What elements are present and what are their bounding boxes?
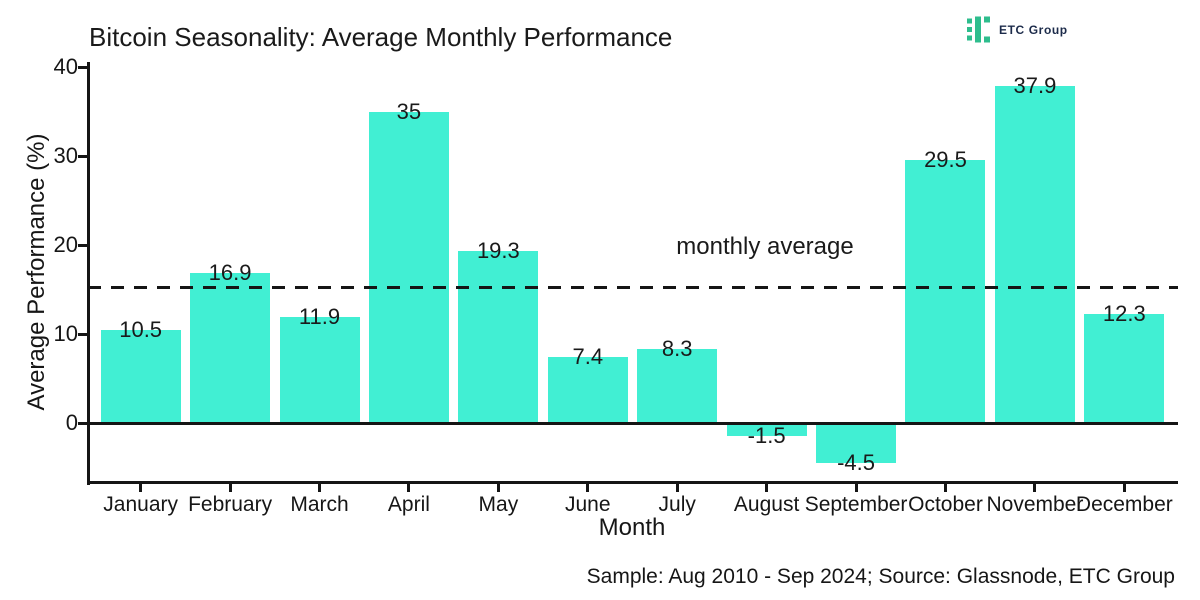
x-tick-mark [586,483,590,492]
bar-march [279,317,360,423]
bar-june [547,357,628,423]
y-axis-line [87,62,90,485]
x-tick-label-january: January [103,493,178,516]
bar-august [726,423,807,437]
bar-april [368,111,449,423]
y-axis-title: Average Performance (%) [23,133,50,411]
etc-group-logo: ETC Group [967,16,1068,43]
x-tick-mark [943,483,947,492]
source-note: Sample: Aug 2010 - Sep 2024; Source: Gla… [586,565,1175,588]
bar-value-label: 8.3 [661,336,693,362]
y-tick-label: 0 [65,410,78,435]
bar-february [190,272,271,423]
y-tick-label: 10 [53,321,78,346]
bar-december [1084,313,1165,423]
x-tick-mark [1033,483,1037,492]
bar-value-label: 10.5 [119,316,163,342]
bar-value-label: 11.9 [298,304,341,330]
x-tick-label-june: June [565,493,611,516]
x-tick-label-may: May [478,493,519,516]
average-dashed-line [88,286,1178,289]
bar-january [100,329,181,423]
y-tick-mark [78,332,87,336]
x-tick-mark [765,483,769,492]
bar-september [816,423,897,464]
x-tick-label-august: August [733,493,800,516]
bar-july [637,349,718,423]
bar-october [905,160,986,423]
y-tick-label: 30 [53,143,78,168]
bar-value-label: 35 [396,98,422,124]
etc-group-logo-text: ETC Group [999,22,1068,37]
y-tick-mark [78,243,87,247]
bar-value-label: 12.3 [1102,300,1146,326]
y-tick-mark [78,421,87,425]
bar-value-label: -1.5 [747,423,786,449]
x-tick-label-october: October [908,493,983,516]
x-tick-label-february: February [188,493,273,516]
x-axis-title: Month [598,514,666,541]
monthly-average-label: monthly average [676,233,854,260]
y-tick-mark [78,65,87,69]
x-tick-label-july: July [658,493,696,516]
x-tick-mark [139,483,143,492]
y-tick-label: 20 [53,232,78,257]
x-tick-label-march: March [290,493,349,516]
x-tick-mark [675,483,679,492]
x-tick-mark [496,483,500,492]
zero-line [88,421,1178,425]
x-axis-line [87,481,1178,484]
x-tick-mark [407,483,411,492]
bar-value-label: -4.5 [837,450,876,476]
y-tick-mark [78,154,87,158]
x-tick-label-december: December [1075,493,1173,516]
etc-group-logo-icon [967,16,990,43]
x-tick-mark [228,483,232,492]
bar-value-label: 19.3 [476,238,520,264]
chart-title: Bitcoin Seasonality: Average Monthly Per… [89,22,673,52]
bar-value-label: 37.9 [1013,72,1057,98]
x-tick-label-november: November [986,493,1084,516]
bar-value-label: 29.5 [924,147,967,173]
x-tick-mark [854,483,858,492]
x-tick-mark [318,483,321,492]
x-tick-mark [1122,483,1126,492]
bar-value-label: 16.9 [208,259,252,285]
y-tick-label: 40 [53,54,78,79]
x-tick-label-september: September [804,493,908,516]
bar-value-label: 7.4 [572,344,604,370]
x-tick-label-april: April [387,493,430,516]
bar-may [458,251,539,423]
bar-november [994,85,1075,423]
